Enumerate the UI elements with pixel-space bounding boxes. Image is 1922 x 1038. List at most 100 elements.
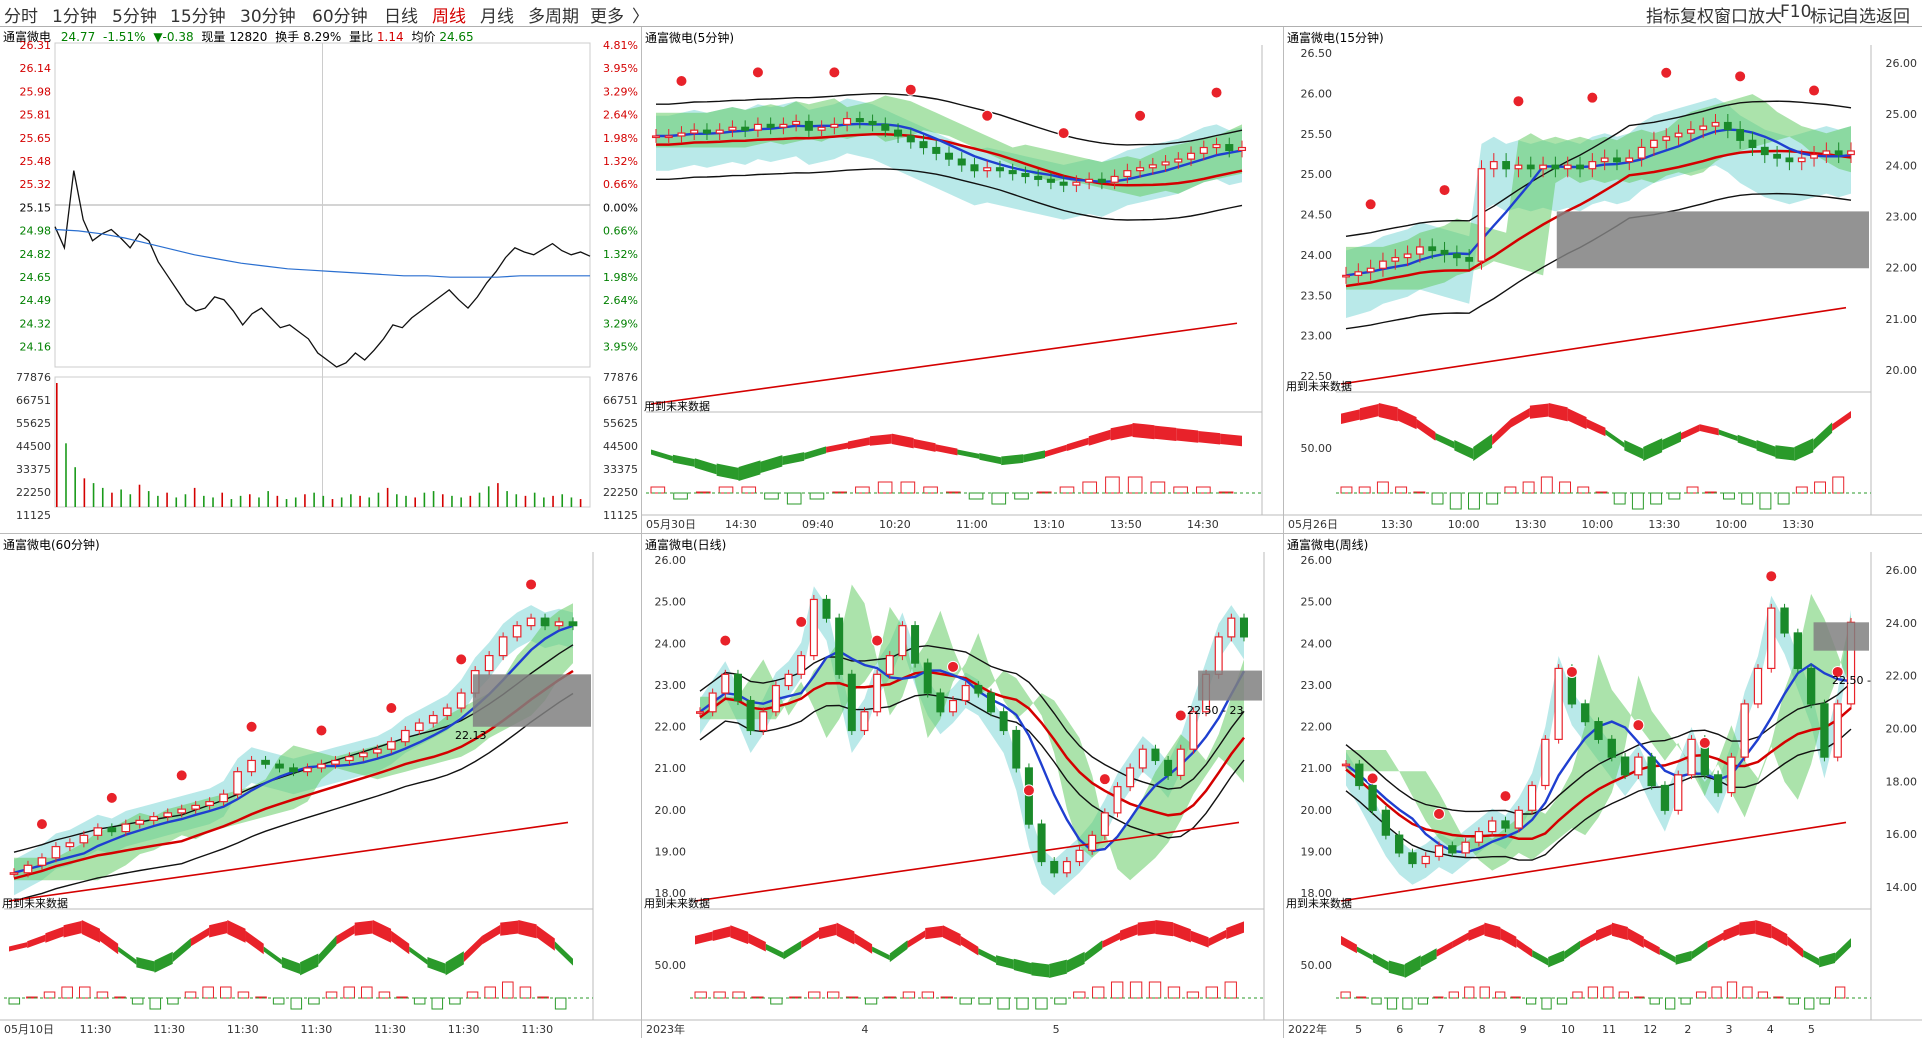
histogram-bar <box>900 481 916 494</box>
tool-button-3[interactable]: 放大 <box>1748 7 1782 27</box>
oscillator-segment <box>854 933 873 954</box>
candle-body <box>540 617 550 627</box>
price-tick-left: 18.00 <box>1301 887 1333 900</box>
x-axis-label: 13:30 <box>1782 518 1814 531</box>
histogram-bar <box>449 997 461 1005</box>
x-axis-label: 13:30 <box>1381 518 1413 531</box>
tool-button-0[interactable]: 指标 <box>1646 7 1680 27</box>
volume-tick-right: 44500 <box>603 440 638 453</box>
candle-body <box>1650 139 1658 149</box>
oscillator-segment <box>9 942 28 952</box>
oscillator-segment <box>118 946 137 965</box>
timeshare-chart[interactable]: 26.31 4.81% 26.14 3.95% 25.98 3.29% 25.81 2.64%… <box>0 27 641 533</box>
tool-button-7[interactable]: 返回 <box>1876 7 1910 27</box>
price-tick-left: 23.50 <box>1301 289 1333 302</box>
volume-bar <box>258 497 260 507</box>
candle-body <box>721 673 730 694</box>
volume-bar <box>451 495 453 507</box>
panel-weekly[interactable]: 通富微电(周线) 22.50 - 26.00 25.00 24.00 23.00 22.0… <box>1283 533 1922 1038</box>
chart-60min[interactable]: 22.13 用到未来数据 05月10日 11:30 11:30 11:30 11:30 11:… <box>0 534 641 1038</box>
chart-daily[interactable]: 22.50 - 23 26.00 25.00 24.00 23.00 22.00 21.00… <box>642 534 1284 1038</box>
oscillator-segment <box>1516 938 1533 958</box>
price-tick: 24.49 <box>20 294 52 307</box>
tool-button-5[interactable]: 标记 <box>1810 7 1844 27</box>
volume-bar <box>377 492 380 507</box>
future-data-label: 用到未来数据 <box>2 896 68 910</box>
volume-bar <box>441 494 444 507</box>
period-tab-7[interactable]: 周线 <box>432 7 466 27</box>
panel-5min[interactable]: 通富微电(5分钟) 用到未来数据 05月30日 14:30 09:40 10:20 11:… <box>641 27 1284 533</box>
period-tab-2[interactable]: 5分钟 <box>112 7 157 27</box>
period-tab-6[interactable]: 日线 <box>384 7 418 27</box>
histogram-bar <box>1035 997 1048 1010</box>
more-arrow-icon[interactable]: 〉 <box>632 7 649 27</box>
volume-bar <box>423 492 426 507</box>
price-tick-right: 16.00 <box>1886 828 1918 841</box>
candle-body <box>1366 267 1375 273</box>
candle-body <box>1514 164 1523 170</box>
panel-15min[interactable]: 通富微电(15分钟) 26.50 26.00 25.50 25.00 24.50 24.0… <box>1283 27 1922 533</box>
price-tick: 25.15 <box>20 201 52 214</box>
histogram-bar <box>1340 991 1351 999</box>
candle-body <box>1780 607 1789 634</box>
histogram-bar <box>1413 491 1426 494</box>
candle-body <box>177 808 187 814</box>
tool-button-6[interactable]: 自选 <box>1842 7 1876 27</box>
candle-body <box>1381 809 1391 836</box>
period-tab-9[interactable]: 多周期 <box>528 7 579 27</box>
volume-bar <box>432 491 435 507</box>
candle-body <box>1785 157 1794 163</box>
oscillator-segment <box>209 920 228 938</box>
future-data-label: 用到未来数据 <box>644 896 710 910</box>
candle-body <box>205 801 214 806</box>
candle-body <box>1164 759 1173 777</box>
chart-5min[interactable]: 用到未来数据 05月30日 14:30 09:40 10:20 11:00 13:10 13:… <box>642 27 1284 533</box>
histogram-bar <box>991 492 1007 505</box>
candle-body <box>974 684 983 694</box>
tool-button-1[interactable]: 复权 <box>1680 7 1714 27</box>
histogram-bar <box>1814 481 1826 494</box>
period-tab-1[interactable]: 1分钟 <box>52 7 97 27</box>
oscillator-segment <box>245 930 264 955</box>
x-axis-label: 10 <box>1561 1023 1575 1036</box>
x-axis-label: 10:00 <box>1582 518 1614 531</box>
period-tab-3[interactable]: 15分钟 <box>170 7 226 27</box>
candle-body <box>1342 274 1350 278</box>
pct-tick: 3.95% <box>603 341 638 354</box>
tool-button-2[interactable]: 窗口 <box>1714 7 1748 27</box>
period-tab-5[interactable]: 60分钟 <box>312 7 368 27</box>
candle-body <box>1723 121 1732 131</box>
candle-body <box>1368 784 1377 811</box>
candle-body <box>1660 784 1670 811</box>
oscillator-segment <box>907 930 926 948</box>
chart-weekly[interactable]: 22.50 - 26.00 25.00 24.00 23.00 22.00 21.00 20.… <box>1284 534 1922 1038</box>
volume-bar <box>221 492 224 507</box>
oscillator-segment <box>1548 403 1568 422</box>
oscillator-segment <box>1586 418 1606 437</box>
panel-daily[interactable]: 通富微电(日线) 22.50 - 23 26.00 25.00 24.00 23.00 2… <box>641 533 1284 1038</box>
histogram-bar <box>361 986 373 999</box>
oscillator-segment <box>27 934 46 948</box>
oscillator-segment <box>651 449 673 462</box>
period-tab-8[interactable]: 月线 <box>480 7 514 27</box>
period-tab-10[interactable]: 更多 <box>590 7 624 27</box>
volume-bar <box>294 497 297 507</box>
x-axis-label: 11 <box>1602 1023 1616 1036</box>
chart-15min[interactable]: 26.50 26.00 25.50 25.00 24.50 24.00 23.50 23.00… <box>1284 27 1922 533</box>
buy-signal-icon <box>795 615 808 628</box>
price-tick-left: 18.00 <box>655 887 687 900</box>
oscillator-segment <box>409 946 428 965</box>
x-axis-label: 13:50 <box>1110 518 1142 531</box>
candle-body <box>894 129 903 137</box>
candle-body <box>1008 170 1017 175</box>
panel-60min[interactable]: 通富微电(60分钟) 22.13 用到未来数据 05月10日 11:30 11:30 11… <box>0 533 641 1038</box>
histogram-bar <box>1726 981 1738 999</box>
period-tab-0[interactable]: 分时 <box>4 7 38 27</box>
histogram-bar <box>237 991 250 999</box>
period-tab-4[interactable]: 30分钟 <box>240 7 296 27</box>
histogram-bar <box>149 997 162 1010</box>
oscillator-segment <box>1023 450 1045 463</box>
volume-bar <box>157 495 159 507</box>
candle-body <box>835 617 844 675</box>
tool-button-4[interactable]: F10 <box>1780 2 1812 22</box>
